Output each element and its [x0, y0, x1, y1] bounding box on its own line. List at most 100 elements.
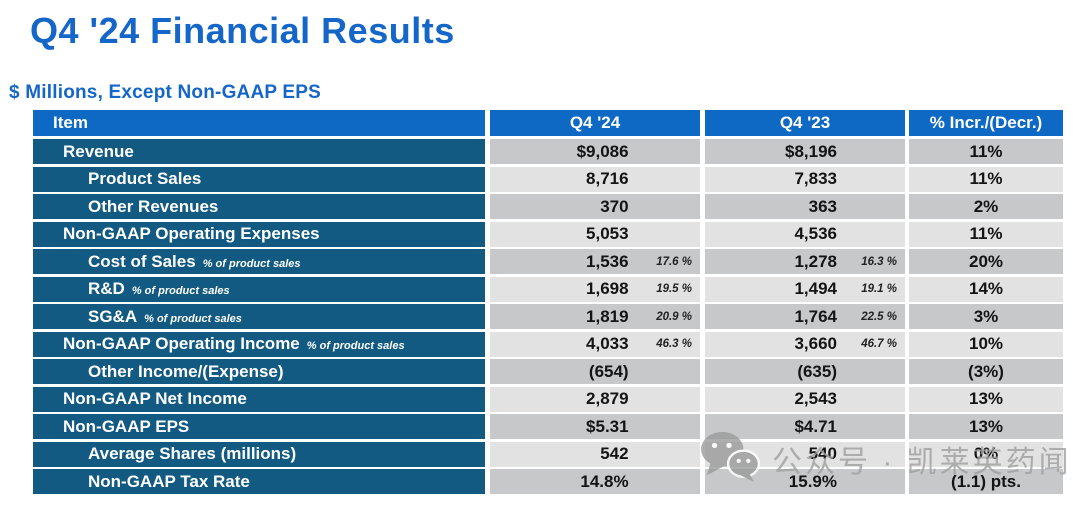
q4-23-value-cell: 15.9% — [705, 469, 905, 494]
value: 8,716 — [586, 169, 629, 188]
value: 4,033 — [586, 334, 629, 353]
item-label: R&D — [88, 279, 125, 298]
table-row: Other Income/(Expense) (654) (635) (3%) — [33, 359, 1063, 384]
item-label-cell: Non-GAAP Operating Expenses — [33, 221, 485, 247]
pct-sub-value: 19.5 % — [656, 283, 692, 295]
pct-sub-value: 17.6 % — [656, 255, 692, 268]
pct-change-cell: 11% — [909, 166, 1063, 192]
header-q4-23: Q4 '23 — [705, 110, 905, 136]
item-label-cell: Other Revenues — [33, 194, 485, 219]
value: 5,053 — [586, 224, 629, 243]
pct-sub-value: 46.7 % — [861, 338, 897, 350]
value: $5.31 — [586, 416, 629, 436]
value: $9,086 — [576, 141, 629, 161]
item-label: Other Revenues — [88, 196, 219, 216]
q4-23-value-cell: $4.71 — [705, 414, 905, 439]
value: (654) — [588, 361, 629, 381]
table-body: Revenue $9,086 $8,196 11% Product Sales 8,716… — [33, 139, 1063, 494]
q4-23-value-cell: 540 — [705, 441, 905, 467]
q4-23-value-cell: 3,660 46.7 % — [705, 331, 905, 357]
value: $4.71 — [794, 416, 837, 436]
item-label: Non-GAAP Tax Rate — [88, 471, 250, 491]
table-row: R&D % of product sales 1,698 19.5 % 1,494 19.… — [33, 276, 1063, 302]
pct-change-cell: 13% — [909, 386, 1063, 412]
pct-change-cell: (3%) — [909, 359, 1063, 384]
q4-24-value-cell: (654) — [490, 359, 700, 384]
q4-23-value-cell: 4,536 — [705, 221, 905, 247]
pct-change-cell: 11% — [909, 139, 1063, 164]
table-row: Cost of Sales % of product sales 1,536 17.6… — [33, 249, 1063, 274]
value: 15.9% — [788, 471, 837, 491]
value: 2,879 — [586, 389, 629, 408]
value: 363 — [808, 196, 837, 216]
table-row: Non-GAAP Operating Expenses 5,053 4,536 11% — [33, 221, 1063, 247]
financial-results-table: Item Q4 '24 Q4 '23 % Incr./(Decr.) Reven… — [33, 110, 1063, 497]
pct-change-cell: 3% — [909, 304, 1063, 329]
value: 1,494 — [794, 279, 837, 298]
value: 4,536 — [794, 224, 837, 243]
q4-24-value-cell: 370 — [490, 194, 700, 219]
table-row: Product Sales 8,716 7,833 11% — [33, 166, 1063, 192]
q4-24-value-cell: 1,819 20.9 % — [490, 304, 700, 329]
page-title: Q4 '24 Financial Results — [30, 10, 455, 51]
pct-change-cell: 11% — [909, 221, 1063, 247]
item-label-cell: R&D % of product sales — [33, 276, 485, 302]
pct-sub-value: 16.3 % — [861, 255, 897, 268]
q4-23-value-cell: 1,278 16.3 % — [705, 249, 905, 274]
q4-23-value-cell: 363 — [705, 194, 905, 219]
item-label-cell: Revenue — [33, 139, 485, 164]
value: 540 — [808, 444, 837, 463]
value: 14.8% — [580, 471, 629, 491]
pct-change-cell: 13% — [909, 414, 1063, 439]
q4-24-value-cell: $5.31 — [490, 414, 700, 439]
pct-sub-value: 20.9 % — [656, 310, 692, 323]
item-label: Other Income/(Expense) — [88, 361, 284, 381]
table-row: Revenue $9,086 $8,196 11% — [33, 139, 1063, 164]
item-label: Product Sales — [88, 169, 202, 188]
item-label-cell: Other Income/(Expense) — [33, 359, 485, 384]
pct-change-cell: 2% — [909, 194, 1063, 219]
q4-24-value-cell: 5,053 — [490, 221, 700, 247]
pct-sub-value: 19.1 % — [861, 283, 897, 295]
item-label-cell: SG&A % of product sales — [33, 304, 485, 329]
pct-sub-value: 22.5 % — [861, 310, 897, 323]
q4-23-value-cell: 1,494 19.1 % — [705, 276, 905, 302]
item-label: Cost of Sales — [88, 251, 196, 271]
item-label: Revenue — [63, 141, 134, 161]
value: 1,278 — [794, 251, 837, 271]
value: $8,196 — [785, 141, 837, 161]
item-label-cell: Product Sales — [33, 166, 485, 192]
q4-24-value-cell: $9,086 — [490, 139, 700, 164]
table-row: Non-GAAP Net Income 2,879 2,543 13% — [33, 386, 1063, 412]
pct-change-cell: 10% — [909, 331, 1063, 357]
table-row: Non-GAAP Operating Income % of product sa… — [33, 331, 1063, 357]
item-label: Average Shares (millions) — [88, 444, 297, 463]
item-label: SG&A — [88, 306, 138, 326]
header-q4-24: Q4 '24 — [490, 110, 700, 136]
item-label-cell: Non-GAAP EPS — [33, 414, 485, 439]
q4-24-value-cell: 4,033 46.3 % — [490, 331, 700, 357]
value: 370 — [600, 196, 629, 216]
value: 1,764 — [794, 306, 837, 326]
q4-24-value-cell: 1,698 19.5 % — [490, 276, 700, 302]
value: (635) — [797, 361, 837, 381]
q4-24-value-cell: 8,716 — [490, 166, 700, 192]
item-label: Non-GAAP Operating Income — [63, 334, 300, 353]
item-label: Non-GAAP EPS — [63, 416, 190, 436]
q4-23-value-cell: 7,833 — [705, 166, 905, 192]
item-label-cell: Non-GAAP Operating Income % of product sa… — [33, 331, 485, 357]
item-label-cell: Average Shares (millions) — [33, 441, 485, 467]
item-label-cell: Cost of Sales % of product sales — [33, 249, 485, 274]
q4-24-value-cell: 1,536 17.6 % — [490, 249, 700, 274]
pct-of-product-sales-note: % of product sales — [306, 340, 405, 352]
value: 1,536 — [586, 251, 629, 271]
q4-23-value-cell: 1,764 22.5 % — [705, 304, 905, 329]
q4-24-value-cell: 14.8% — [490, 469, 700, 494]
header-item: Item — [33, 110, 485, 136]
pct-change-cell: 14% — [909, 276, 1063, 302]
q4-23-value-cell: (635) — [705, 359, 905, 384]
pct-change-cell: (1.1) pts. — [909, 469, 1063, 494]
table-row: Non-GAAP Tax Rate 14.8% 15.9% (1.1) pts. — [33, 469, 1063, 494]
table-row: SG&A % of product sales 1,819 20.9 % 1,764 22… — [33, 304, 1063, 329]
table-header-row: Item Q4 '24 Q4 '23 % Incr./(Decr.) — [33, 110, 1063, 136]
